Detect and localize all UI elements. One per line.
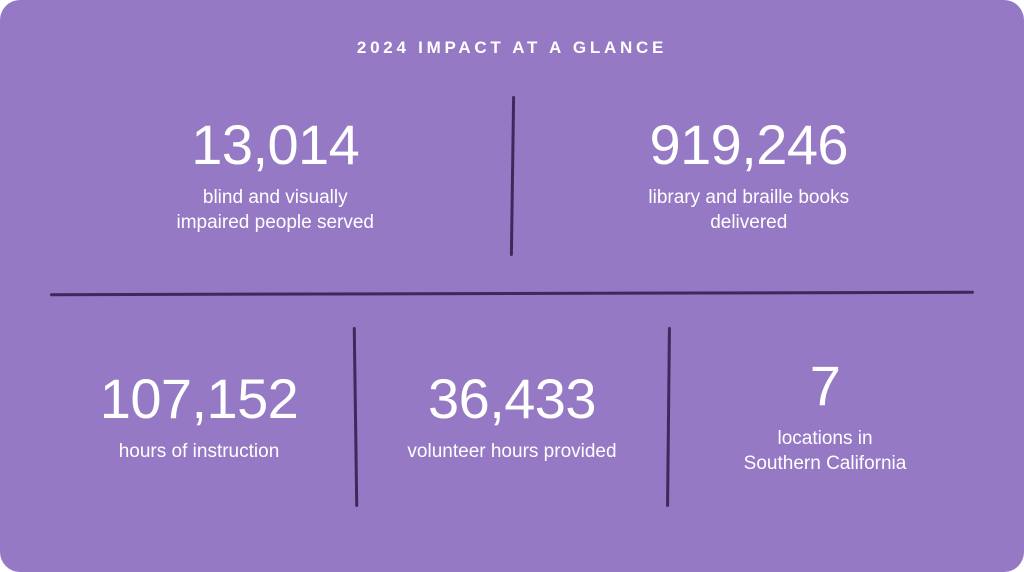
impact-card: 2024 IMPACT AT A GLANCE 13,014 blind and…: [0, 0, 1024, 572]
top-row: 13,014 blind and visuallyimpaired people…: [50, 86, 974, 286]
stat-locations: 7 locations inSouthern California: [676, 357, 974, 477]
stat-volunteer-hours: 36,433 volunteer hours provided: [363, 370, 661, 464]
vertical-divider: [666, 327, 671, 507]
stat-label: locations inSouthern California: [696, 426, 954, 477]
stat-value: 36,433: [383, 370, 641, 429]
stat-label: library and braille booksdelivered: [544, 185, 955, 236]
bottom-row: 107,152 hours of instruction 36,433 volu…: [50, 313, 974, 507]
stat-label: hours of instruction: [70, 439, 328, 465]
stat-people-served: 13,014 blind and visuallyimpaired people…: [50, 116, 501, 236]
vertical-divider: [509, 96, 514, 256]
stat-books-delivered: 919,246 library and braille booksdeliver…: [524, 116, 975, 236]
stat-value: 919,246: [544, 116, 955, 175]
stat-label: volunteer hours provided: [383, 439, 641, 465]
stat-hours-instruction: 107,152 hours of instruction: [50, 370, 348, 464]
stat-label: blind and visuallyimpaired people served: [70, 185, 481, 236]
card-title: 2024 IMPACT AT A GLANCE: [50, 38, 974, 58]
stat-value: 107,152: [70, 370, 328, 429]
horizontal-divider: [50, 291, 974, 296]
stat-value: 7: [696, 357, 954, 416]
vertical-divider: [353, 327, 359, 507]
stat-value: 13,014: [70, 116, 481, 175]
